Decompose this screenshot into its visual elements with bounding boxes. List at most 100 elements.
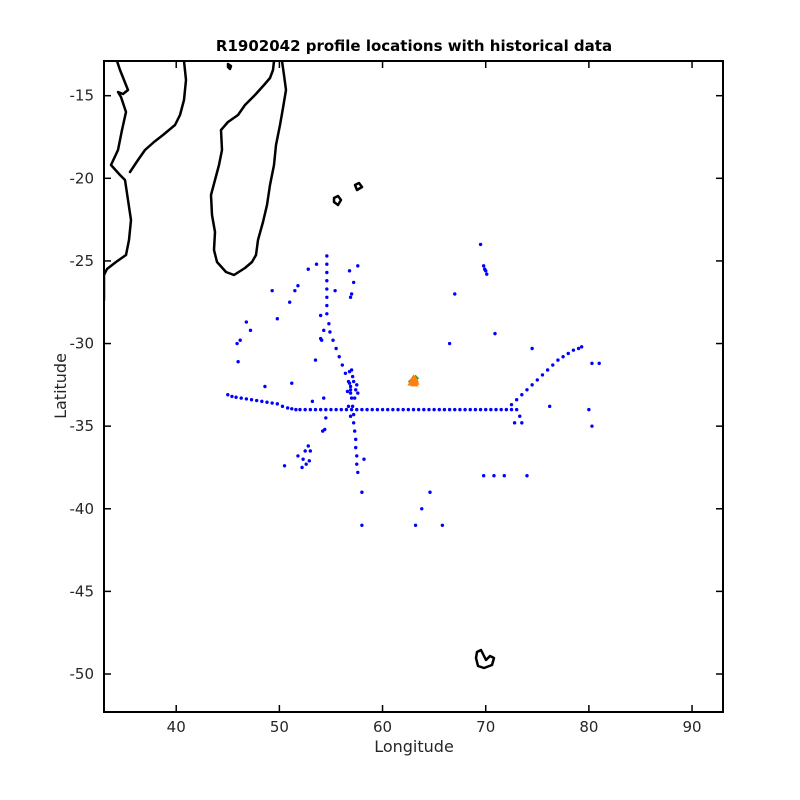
historical-profile-point <box>590 424 594 428</box>
historical-profile-point <box>306 267 310 271</box>
historical-profile-point <box>301 457 305 461</box>
x-tick-label: 70 <box>476 718 495 736</box>
historical-profile-point <box>468 407 472 412</box>
historical-profile-point <box>518 414 522 418</box>
historical-profile-point <box>437 407 441 412</box>
historical-profile-point <box>540 373 545 377</box>
historical-profile-point <box>360 490 364 494</box>
historical-profile-point <box>458 407 462 412</box>
historical-profile-point <box>343 371 348 375</box>
historical-profile-point <box>348 384 353 389</box>
y-axis-ticks: -15 -20 -25 -30 -35 -40 -45 -50 <box>70 87 723 683</box>
historical-profile-point <box>226 393 230 397</box>
historical-profile-point <box>318 313 323 318</box>
historical-profile-point <box>362 457 366 461</box>
historical-profile-point <box>238 338 242 342</box>
historical-profile-point <box>310 399 315 404</box>
historical-profile-point <box>304 462 308 466</box>
x-tick-label: 60 <box>373 718 392 736</box>
y-tick-label: -15 <box>70 87 95 105</box>
historical-profile-point <box>447 407 452 412</box>
historical-profile-point <box>275 402 280 406</box>
historical-profile-point <box>349 407 354 412</box>
historical-profile-point <box>420 507 424 511</box>
historical-profile-point <box>339 407 343 412</box>
historical-profile-point <box>348 391 353 395</box>
historical-profile-point <box>355 462 359 466</box>
historical-profile-point <box>502 474 506 478</box>
historical-profile-point <box>504 407 509 412</box>
historical-profile-point <box>307 459 312 463</box>
historical-profile-point <box>354 445 358 450</box>
coastline-mozambique-channel-coast <box>128 61 188 174</box>
plot-frame <box>103 60 724 713</box>
historical-profile-point <box>303 449 307 453</box>
historical-profile-point <box>296 284 300 288</box>
historical-profile-point <box>478 407 483 412</box>
historical-profile-point <box>514 407 519 412</box>
x-tick-label: 90 <box>683 718 702 736</box>
historical-profile-point <box>334 407 338 412</box>
historical-profile-point <box>391 407 395 412</box>
historical-profile-point <box>463 407 467 412</box>
y-tick-label: -25 <box>70 252 95 270</box>
historical-profile-point <box>416 407 421 412</box>
historical-profile-point <box>512 421 517 425</box>
historical-profile-point <box>571 348 576 352</box>
historical-profile-point <box>313 358 318 362</box>
historical-profile-point <box>576 346 581 351</box>
historical-profile-point <box>294 407 298 412</box>
historical-profile-point <box>346 404 351 409</box>
historical-profile-point <box>239 396 243 400</box>
coastline-comoros <box>226 62 233 71</box>
historical-profile-point <box>327 322 331 326</box>
historical-profile-point <box>485 272 489 276</box>
historical-profile-point <box>401 407 405 412</box>
y-tick-label: -30 <box>70 335 95 353</box>
x-tick-label: 50 <box>270 718 289 736</box>
coastline-mauritius <box>353 181 364 192</box>
historical-profile-point <box>535 378 539 382</box>
historical-profile-point <box>254 398 259 403</box>
historical-profile-point <box>360 407 364 412</box>
historical-profile-point <box>406 407 411 412</box>
historical-profile-point <box>325 312 329 316</box>
historical-profile-point <box>375 407 380 412</box>
historical-profile-point <box>396 407 400 412</box>
historical-profile-point <box>298 407 302 412</box>
historical-profile-point <box>244 320 249 324</box>
historical-profile-point <box>352 429 357 433</box>
historical-profile-point <box>561 355 565 359</box>
historical-profile-point <box>313 407 318 412</box>
historical-profile-point <box>427 407 431 412</box>
historical-profile-point <box>354 437 358 442</box>
chart-title: R1902042 profile locations with historic… <box>216 37 612 55</box>
coastline <box>104 61 496 670</box>
y-tick-label: -40 <box>70 500 95 518</box>
historical-profile-point <box>473 407 478 412</box>
historical-profile-point <box>587 407 591 412</box>
historical-profile-point <box>492 474 496 478</box>
historical-profile-point <box>293 288 297 293</box>
historical-profile-point <box>325 262 329 266</box>
historical-profile-point <box>230 394 234 399</box>
historical-profile-point <box>597 361 601 366</box>
historical-profile-point <box>447 341 452 346</box>
historical-profile-point <box>322 396 326 400</box>
historical-profile-point <box>325 287 329 291</box>
historical-profile-point <box>347 269 352 273</box>
historical-profile-point <box>303 407 307 412</box>
historical-profile-point <box>481 474 486 478</box>
historical-profile-point <box>494 407 498 412</box>
historical-profiles <box>226 242 601 527</box>
historical-profile-point <box>356 391 360 395</box>
plot-area <box>104 61 723 712</box>
historical-profile-point <box>349 396 354 400</box>
historical-profile-point <box>234 395 238 399</box>
historical-profile-point <box>547 404 552 409</box>
historical-profile-point <box>442 407 447 412</box>
y-tick-label: -35 <box>70 417 95 435</box>
historical-profile-point <box>478 242 483 247</box>
historical-profile-point <box>579 345 584 349</box>
